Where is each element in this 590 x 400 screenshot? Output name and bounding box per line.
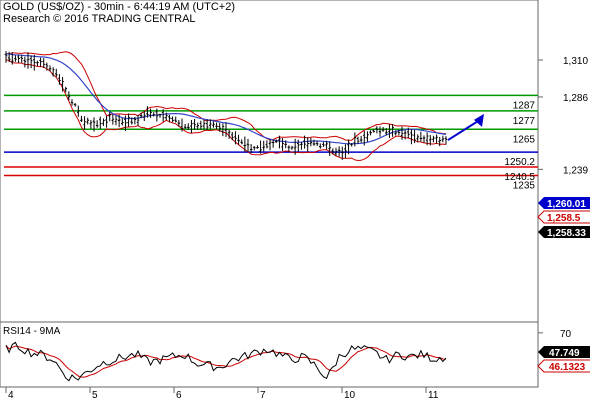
price-tag-box [537, 210, 590, 224]
projection-arrow [447, 113, 484, 141]
chart-header-credit: Research © 2016 TRADING CENTRAL [3, 13, 196, 25]
x-tick-label: 10 [344, 390, 356, 400]
price-tag-label: 1,260.01 [547, 199, 586, 210]
price-tags: 1,260.01 1,258.5 1,258.33 [537, 197, 590, 239]
price-tag: 1,260.01 [538, 197, 590, 210]
rsi-tags: 47.749 46.1323 [537, 346, 590, 373]
x-tick-label: 11 [428, 390, 439, 400]
rsi-tag-label: 46.1323 [549, 362, 586, 373]
rsi-axis-ticks: 70 [538, 329, 572, 340]
rsi-tag-label: 47.749 [549, 348, 580, 359]
x-tick-label: 5 [92, 390, 98, 400]
x-tick-label: 6 [176, 390, 182, 400]
rsi-tag: 47.749 [538, 346, 590, 359]
price-tick-label: 1,286 [563, 93, 588, 104]
price-axis-ticks: 1,310 1,286 1,239 [538, 56, 588, 176]
arrow-head [474, 113, 484, 127]
rsi-tick-label: 70 [560, 329, 572, 340]
price-panel-frame [0, 0, 539, 323]
rsi-tag-box [537, 359, 590, 373]
arrow-shaft [447, 118, 481, 141]
level-label-1277: 1277 [513, 116, 536, 127]
level-label-1240.5: 1240.5 [504, 172, 535, 183]
x-tick-label: 7 [260, 390, 266, 400]
price-tag-label: 1,258.33 [547, 228, 586, 239]
price-tag: 1,258.33 [538, 226, 590, 239]
price-candles [4, 51, 448, 160]
price-tick-label: 1,310 [563, 56, 588, 67]
rsi-ma-line [5, 344, 447, 378]
x-axis: 4 5 6 7 10 11 [5, 387, 439, 400]
rsi-title: RSI14 - 9MA [3, 326, 61, 337]
level-label-1235: 1235 [513, 181, 536, 192]
x-tick-label: 4 [8, 390, 14, 400]
rsi-tag-box [538, 346, 590, 358]
price-tag: 1,258.5 [537, 210, 590, 224]
level-label-1250.2: 1250.2 [504, 157, 535, 168]
price-tag-box [538, 226, 590, 238]
price-tick-label: 1,239 [563, 165, 588, 176]
level-label-1287: 1287 [513, 100, 536, 111]
level-label-1265: 1265 [513, 134, 536, 145]
level-lines [4, 94, 538, 177]
chart-header-title: GOLD (US$/OZ) - 30min - 6:44:19 AM (UTC+… [3, 1, 235, 13]
rsi-tag: 46.1323 [537, 359, 590, 373]
price-tag-box [538, 197, 590, 209]
rsi-lines [5, 341, 447, 382]
bollinger-bands [5, 51, 447, 162]
rsi-line [5, 341, 447, 382]
bollinger-upper [5, 51, 447, 141]
price-tag-label: 1,258.5 [547, 213, 581, 224]
